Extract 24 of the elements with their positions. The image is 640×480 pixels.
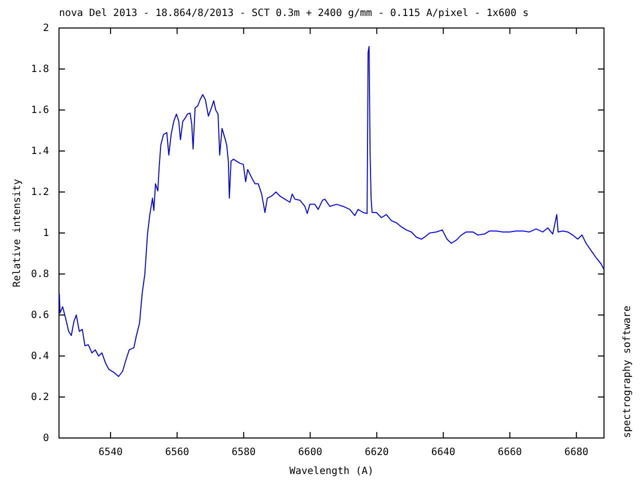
x-tick-label: 6620 [364,447,389,458]
y-tick-label: 0.4 [30,351,49,362]
x-tick-label: 6600 [298,447,322,458]
y-tick-label: 0.2 [30,392,49,404]
chart-title: nova Del 2013 - 18.864/8/2013 - SCT 0.3m + 2400 g/mm - 0.115 A/pixel - 1x600 s [59,8,529,19]
x-tick-label: 6640 [431,447,456,458]
line-series [58,46,604,377]
y-tick-label: 0 [42,433,49,444]
x-axis-title: Wavelength (A) [289,466,374,477]
y-tick-label: 1.6 [30,105,49,116]
y-tick-label: 1.4 [30,146,49,158]
y-tick-label: 1.2 [30,187,49,198]
y-tick-label: 1 [42,228,49,240]
y-tick-label: 1.8 [30,64,49,76]
y-tick-label: 0.6 [30,310,49,322]
x-tick-label: 6660 [498,447,522,458]
x-tick-label: 6540 [98,447,123,458]
x-tick-label: 6680 [564,447,588,458]
x-tick-label: 6580 [232,447,256,458]
y-tick-label: 2 [42,23,49,34]
x-tick-label: 6560 [165,447,190,458]
y-tick-label: 0.8 [30,269,49,280]
text: spectrography software [622,306,633,438]
y-axis-title: Relative intensity [12,178,23,288]
